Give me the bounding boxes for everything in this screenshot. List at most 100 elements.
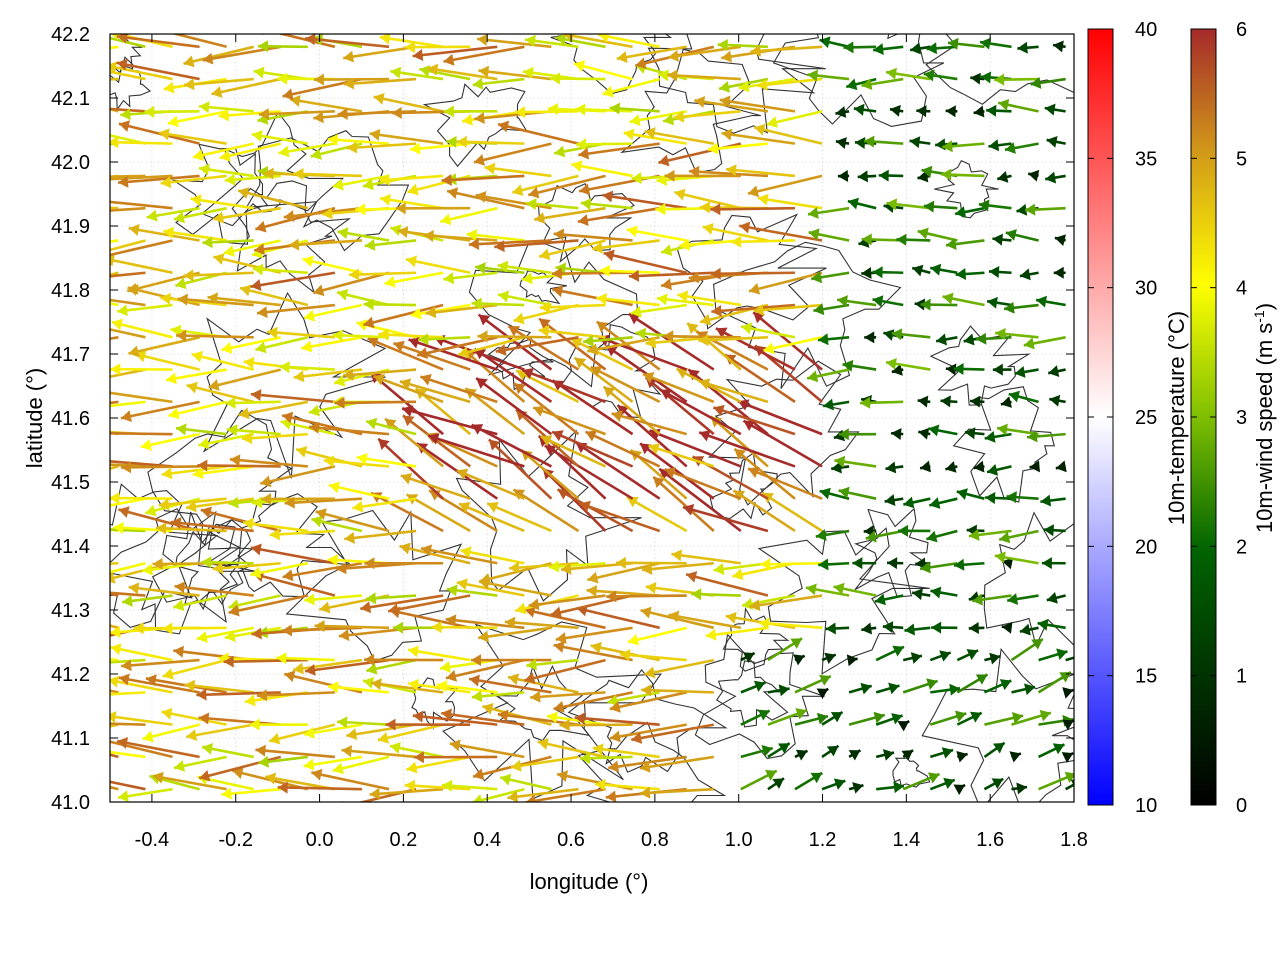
wind-vector	[1024, 203, 1066, 216]
wind-vector	[968, 622, 985, 635]
wind-vector-head	[609, 730, 621, 743]
wind-vector	[468, 674, 552, 694]
wind-vector	[110, 363, 173, 376]
wind-vector	[349, 268, 417, 281]
wind-vector-shaft	[363, 303, 444, 327]
wind-vector-head	[586, 585, 598, 598]
wind-vector-head	[587, 571, 599, 584]
wind-vector-shaft	[282, 561, 363, 579]
wind-vector-head	[970, 711, 982, 723]
wind-vector	[619, 648, 687, 662]
wind-vector-head	[364, 653, 375, 666]
temperature-colorbar-tick-label: 40	[1135, 19, 1157, 41]
wind-vector	[602, 77, 660, 98]
wind-vector	[1046, 591, 1066, 604]
wind-vector-head	[267, 326, 278, 339]
temperature-colorbar-tick-label: 15	[1135, 666, 1157, 688]
wind-vector-shaft	[118, 676, 200, 694]
wind-vector-head	[585, 430, 598, 442]
wind-vector-shaft	[110, 561, 146, 574]
wind-vector-head	[891, 713, 903, 725]
wind-vector-head	[677, 290, 689, 303]
wind-vector	[277, 781, 362, 794]
wind-vector-head	[293, 662, 304, 675]
wind-vector-head	[160, 292, 171, 305]
wind-vector	[218, 109, 281, 122]
wind-vector-head	[128, 345, 140, 358]
wind-vector-head	[385, 418, 397, 430]
wind-vector-shaft	[191, 353, 255, 371]
wind-vector	[663, 330, 741, 343]
wind-vector	[677, 290, 742, 307]
wind-vector	[226, 424, 281, 437]
wind-vector-shaft	[369, 132, 444, 145]
wind-vector-head	[512, 184, 524, 196]
wind-vector-head	[528, 598, 540, 611]
wind-vectors	[68, 34, 1074, 802]
wind-vector-shaft	[753, 303, 823, 313]
wind-vector	[161, 465, 227, 480]
wind-vector-head	[1019, 623, 1031, 636]
wind-vector	[825, 622, 850, 635]
wind-vector-head	[671, 549, 683, 562]
wind-vector-head	[874, 593, 886, 606]
wind-vector-head	[121, 659, 132, 672]
wind-vector	[861, 77, 904, 91]
wind-vector	[956, 488, 985, 500]
wind-vector-head	[732, 568, 744, 581]
wind-vector-shaft	[192, 142, 254, 159]
wind-vector	[110, 492, 173, 505]
wind-vector-head	[710, 203, 721, 216]
wind-vector-shaft	[659, 388, 742, 436]
wind-vector	[420, 544, 498, 565]
wind-vector-shaft	[160, 174, 227, 185]
wind-vector-shaft	[110, 77, 119, 81]
wind-vector-head	[926, 678, 938, 690]
wind-vector-head	[882, 621, 894, 634]
wind-vector-head	[263, 167, 274, 180]
wind-vector-head	[117, 175, 129, 188]
wind-vector-shaft	[456, 469, 525, 500]
wind-vector-head	[514, 383, 526, 395]
wind-vector-head	[1016, 203, 1028, 216]
wind-vector	[1017, 41, 1039, 54]
wind-vector	[110, 174, 173, 181]
wind-vector	[524, 34, 579, 49]
wind-vector	[845, 77, 877, 91]
wind-vector-head	[332, 329, 343, 342]
wind-vector-head	[547, 711, 558, 724]
wind-vector	[739, 221, 823, 242]
wind-vector	[110, 643, 173, 662]
wind-vector-shaft	[553, 232, 633, 242]
wind-vector-head	[1054, 234, 1066, 247]
wind-vector	[304, 658, 390, 676]
wind-vector-head	[446, 584, 458, 597]
wind-vector-head	[343, 368, 354, 381]
wind-vector-shaft	[369, 787, 444, 796]
wind-vector	[418, 333, 471, 346]
wind-vector-head	[994, 551, 1006, 564]
wind-vector-shaft	[597, 335, 688, 371]
wind-vector-shaft	[551, 379, 634, 436]
wind-vector-head	[395, 202, 406, 215]
wind-vector	[144, 105, 200, 118]
wind-vector-head	[553, 700, 565, 713]
wind-vector-head	[68, 139, 78, 151]
wind-vector-shaft	[162, 658, 227, 678]
wind-vector-shaft	[110, 591, 146, 597]
wind-vector-head	[117, 790, 129, 802]
y-tick-label: 42.1	[51, 88, 90, 110]
wind-vector	[405, 255, 471, 275]
wind-vector-head	[726, 164, 737, 177]
wind-vector	[671, 549, 742, 565]
wind-vector-head	[400, 473, 413, 485]
wind-vector-head	[819, 674, 831, 686]
wind-vector-head	[655, 203, 666, 216]
wind-vector-head	[389, 742, 401, 754]
wind-vector-shaft	[707, 142, 769, 151]
wind-vector-head	[689, 165, 700, 178]
wind-vector-head	[456, 578, 468, 591]
wind-vector	[953, 783, 966, 796]
wind-vector-head	[668, 610, 680, 623]
